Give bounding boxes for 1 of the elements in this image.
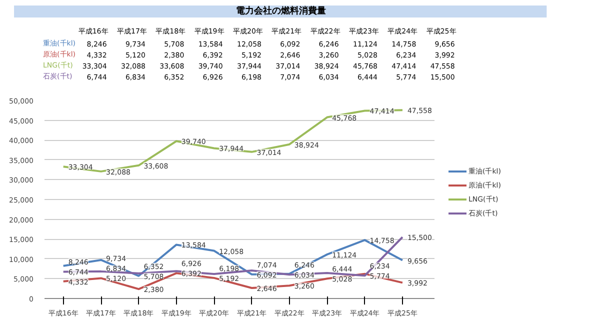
chart-title: 電力会社の燃料消費量 — [236, 6, 326, 16]
